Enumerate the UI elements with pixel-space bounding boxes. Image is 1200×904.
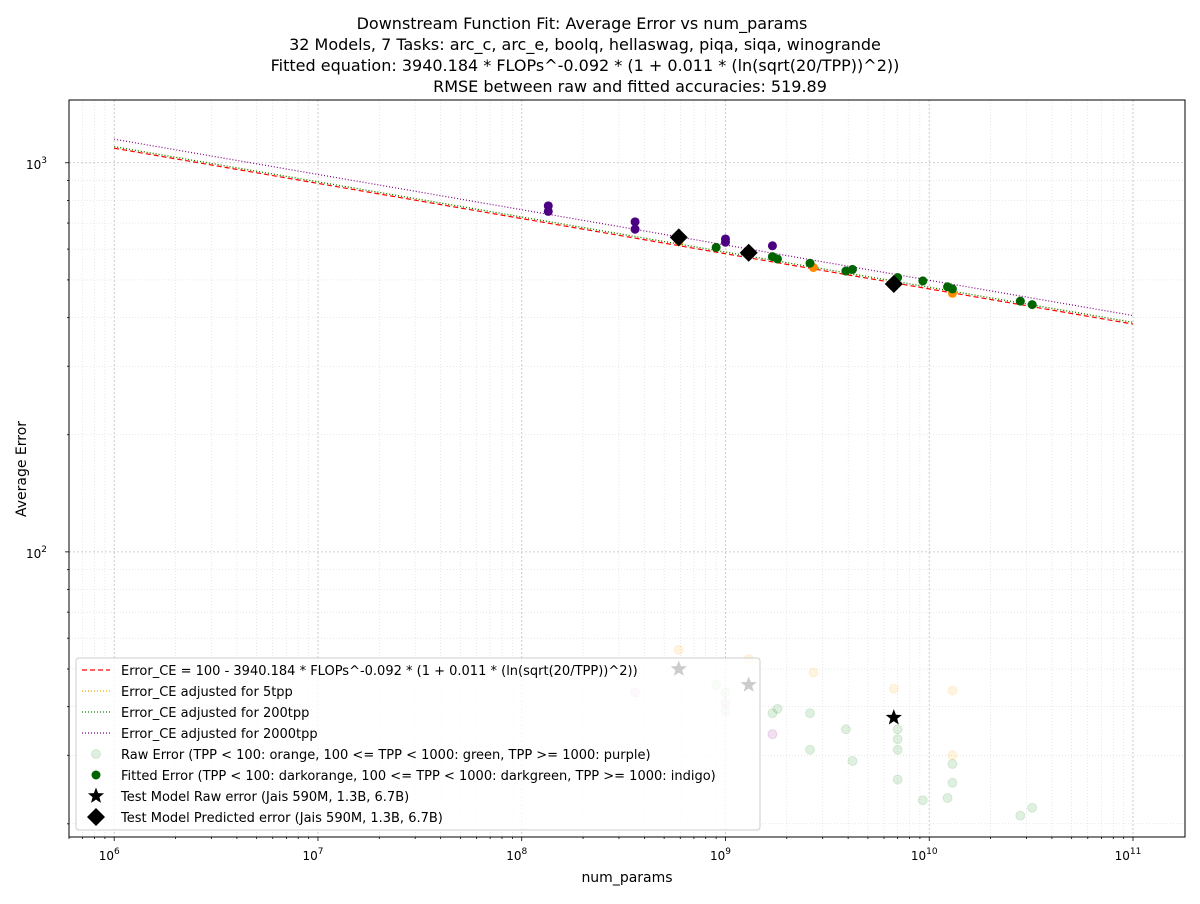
raw-error-point	[840, 724, 851, 735]
raw-error-point	[808, 667, 819, 678]
legend-entry: Test Model Predicted error (Jais 590M, 1…	[87, 808, 443, 826]
test-predicted-diamond	[739, 243, 758, 262]
test-raw-star	[885, 709, 902, 725]
legend-entry: Raw Error (TPP < 100: orange, 100 <= TPP…	[91, 748, 651, 763]
raw-error-point	[673, 644, 684, 655]
fitted-error-point	[1015, 296, 1025, 306]
fitted-error-point	[947, 284, 957, 294]
y-axis-label: Average Error	[14, 421, 30, 517]
x-tick-label: 1011	[1115, 847, 1142, 863]
fitted-error-point	[1027, 300, 1037, 310]
fit-line-1	[114, 147, 1134, 325]
fit-line-4	[114, 138, 1134, 317]
x-tick-label: 1010	[911, 847, 938, 863]
x-tick-label: 108	[506, 847, 527, 863]
legend-label: Fitted Error (TPP < 100: darkorange, 100…	[121, 769, 716, 784]
test-predicted-diamond	[884, 275, 903, 294]
legend-box	[75, 657, 761, 831]
plot-frame	[68, 99, 1186, 838]
legend-label: Error_CE adjusted for 2000tpp	[121, 727, 318, 742]
fitted-error-point	[772, 254, 782, 264]
legend-raw-swatch	[91, 749, 101, 759]
legend-label: Error_CE = 100 - 3940.184 * FLOPs^-0.092…	[121, 664, 638, 679]
legend-entry: Error_CE adjusted for 5tpp	[82, 685, 293, 700]
x-tick-label: 106	[99, 847, 120, 863]
legend-diamond-icon	[87, 808, 105, 826]
legend-label: Error_CE adjusted for 200tpp	[121, 706, 309, 721]
raw-error-point	[917, 795, 928, 806]
fitted-error-point	[918, 276, 928, 286]
title-line-2: 32 Models, 7 Tasks: arc_c, arc_e, boolq,…	[289, 35, 881, 55]
grid	[68, 100, 1185, 837]
raw-error-point	[805, 708, 816, 719]
raw-error-point	[947, 685, 958, 696]
raw-error-point	[892, 724, 903, 735]
x-tick-label: 107	[302, 847, 323, 863]
fit-lines	[114, 138, 1134, 325]
y-tick-label: 103	[26, 156, 47, 172]
legend-label: Test Model Predicted error (Jais 590M, 1…	[120, 811, 443, 826]
legend-label: Test Model Raw error (Jais 590M, 1.3B, 6…	[120, 790, 409, 805]
raw-error-point	[1015, 810, 1026, 821]
fit-line-3	[114, 146, 1134, 323]
raw-error-point	[892, 734, 903, 745]
raw-error-point	[805, 744, 816, 755]
axis-ticks: 106 107 108 109 1010 1011 102 103	[26, 156, 1141, 863]
raw-error-point	[947, 777, 958, 788]
chart-title: Downstream Function Fit: Average Error v…	[271, 14, 900, 96]
legend-entry: Error_CE adjusted for 2000tpp	[82, 727, 318, 742]
legend: Error_CE = 100 - 3940.184 * FLOPs^-0.092…	[75, 657, 761, 831]
raw-error-point	[772, 703, 783, 714]
fitted-error-point	[805, 258, 815, 268]
fitted-error-point	[711, 242, 721, 252]
fitted-error-point	[767, 241, 777, 251]
x-axis-label: num_params	[581, 870, 672, 886]
legend-entry: Error_CE adjusted for 200tpp	[82, 706, 309, 721]
fitted-error-point	[630, 217, 640, 227]
raw-error-point	[888, 683, 899, 694]
legend-entry: Test Model Raw error (Jais 590M, 1.3B, 6…	[87, 787, 409, 805]
y-tick-label: 102	[26, 545, 47, 561]
raw-error-point	[942, 793, 953, 804]
title-line-1: Downstream Function Fit: Average Error v…	[357, 14, 808, 34]
legend-label: Raw Error (TPP < 100: orange, 100 <= TPP…	[121, 748, 651, 763]
legend-entry: Fitted Error (TPP < 100: darkorange, 100…	[91, 769, 716, 784]
title-line-4: RMSE between raw and fitted accuracies: …	[433, 77, 827, 96]
raw-error-point	[767, 708, 778, 719]
raw-error-point	[892, 744, 903, 755]
fitted-error-point	[543, 206, 553, 216]
legend-entry: Error_CE = 100 - 3940.184 * FLOPs^-0.092…	[82, 664, 638, 679]
x-tick-label: 109	[710, 847, 731, 863]
fitted-error-point	[847, 264, 857, 274]
raw-error-point	[947, 750, 958, 761]
raw-error-point	[847, 756, 858, 767]
test-predicted-diamond	[669, 228, 688, 247]
raw-error-point	[892, 774, 903, 785]
fitted-error-point	[720, 237, 730, 247]
legend-label: Error_CE adjusted for 5tpp	[121, 685, 293, 700]
title-line-3: Fitted equation: 3940.184 * FLOPs^-0.092…	[271, 56, 900, 75]
raw-error-point	[1027, 802, 1038, 813]
legend-fitted-swatch	[91, 770, 101, 780]
fitted-error-points	[543, 201, 1037, 310]
raw-error-point	[767, 729, 778, 740]
fitted-error-point	[630, 224, 640, 234]
legend-star-icon	[87, 787, 105, 803]
raw-error-point	[947, 758, 958, 769]
